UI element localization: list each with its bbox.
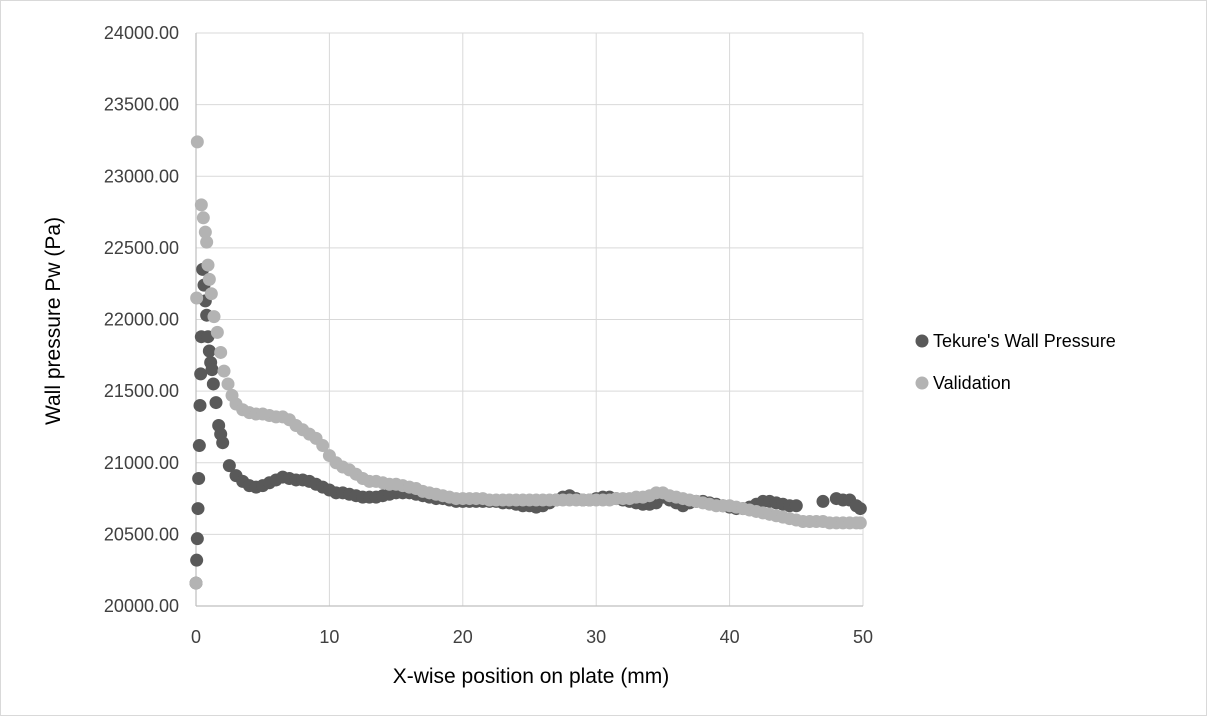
y-tick-label: 21500.00 [104, 381, 179, 401]
x-axis-tick-labels: 0 10 20 30 40 50 [191, 627, 873, 647]
y-tick-label: 21000.00 [104, 453, 179, 473]
data-point [222, 459, 236, 473]
data-point [205, 363, 219, 377]
data-point [192, 439, 206, 453]
series-1 [189, 135, 867, 590]
data-point [816, 494, 830, 508]
legend-marker [915, 376, 929, 390]
y-tick-label: 22000.00 [104, 310, 179, 330]
data-point [198, 225, 212, 239]
data-point [217, 364, 231, 378]
y-tick-label: 23000.00 [104, 166, 179, 186]
legend-label: Tekure's Wall Pressure [933, 331, 1116, 351]
grid-lines [196, 32, 864, 606]
data-point [190, 532, 204, 546]
data-point [204, 287, 218, 301]
y-tick-label: 24000.00 [104, 23, 179, 43]
data-point [193, 398, 207, 412]
x-tick-label: 50 [853, 627, 873, 647]
data-point [214, 345, 228, 359]
data-point [190, 135, 204, 149]
y-tick-label: 20000.00 [104, 596, 179, 616]
data-point [191, 502, 205, 516]
x-tick-label: 40 [720, 627, 740, 647]
data-point [221, 377, 235, 391]
x-tick-label: 20 [453, 627, 473, 647]
data-point [853, 516, 867, 530]
data-point [207, 310, 221, 324]
data-point [210, 325, 224, 339]
data-point [209, 396, 223, 410]
legend-marker [915, 334, 929, 348]
data-point [202, 344, 216, 358]
x-axis-title: X-wise position on plate (mm) [393, 665, 670, 688]
data-point [201, 258, 215, 272]
data-point [194, 198, 208, 212]
y-tick-label: 23500.00 [104, 95, 179, 115]
data-point [196, 211, 210, 225]
data-point [190, 553, 204, 567]
legend-label: Validation [933, 373, 1011, 393]
y-axis-tick-labels: 20000.00 20500.00 21000.00 21500.00 22000.00… [104, 23, 179, 616]
data-point [190, 291, 204, 305]
y-tick-label: 20500.00 [104, 524, 179, 544]
data-point [316, 439, 330, 453]
data-series [189, 135, 867, 590]
legend: Tekure's Wall Pressure Validation [915, 331, 1116, 393]
data-point [192, 472, 206, 486]
data-point [216, 436, 230, 450]
y-tick-label: 22500.00 [104, 238, 179, 258]
x-tick-label: 30 [586, 627, 606, 647]
data-point [789, 499, 803, 513]
data-point [194, 367, 208, 381]
data-point [202, 272, 216, 286]
data-point [200, 235, 214, 249]
data-point [206, 377, 220, 391]
x-tick-label: 0 [191, 627, 201, 647]
data-point [189, 576, 203, 590]
x-tick-label: 10 [319, 627, 339, 647]
data-point [853, 502, 867, 516]
y-axis-title: Wall pressure Pw (Pa) [42, 217, 65, 425]
